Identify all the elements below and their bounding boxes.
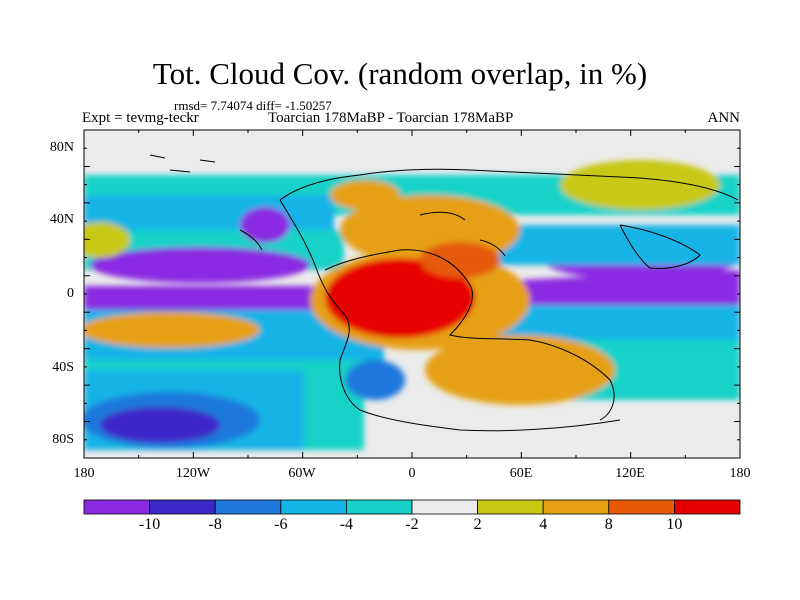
lat-tick-label: 80N <box>49 140 74 155</box>
colorbar-label: 4 <box>539 516 548 533</box>
colorbar-label: -10 <box>138 516 161 533</box>
lon-tick-label: 60W <box>288 466 316 481</box>
stats-text: rmsd= 7.74074 diff= -1.50257 <box>174 98 332 113</box>
colorbar-swatch <box>149 499 216 515</box>
subtitle: Toarcian 178MaBP - Toarcian 178MaBP <box>268 110 514 126</box>
cloud-field <box>84 130 740 458</box>
lat-tick-label: 40N <box>49 212 74 227</box>
colorbar-swatch <box>280 499 347 515</box>
colorbar-swatch <box>608 499 675 515</box>
lon-tick-label: 120E <box>615 466 645 481</box>
colorbar-label: 2 <box>473 516 482 533</box>
lat-tick-label: 40S <box>52 360 74 375</box>
colorbar-label: 10 <box>666 516 683 533</box>
colorbar-label: 8 <box>604 516 613 533</box>
experiment-label: Expt = tevmg-teckr <box>82 110 199 126</box>
lon-tick-label: 180 <box>73 466 95 481</box>
lat-tick-label: 80S <box>52 432 74 447</box>
colorbar-label: -4 <box>339 516 354 533</box>
band-equator-west <box>84 286 334 310</box>
coastlines <box>149 154 739 432</box>
warm-core <box>325 258 475 338</box>
season-label: ANN <box>707 110 741 126</box>
colorbar-label: -2 <box>405 516 419 533</box>
plot-title: Tot. Cloud Cov. (random overlap, in %) <box>152 56 648 91</box>
colorbar-swatch <box>83 499 150 515</box>
colorbar-swatch <box>674 499 741 515</box>
lon-tick-label: 0 <box>408 466 416 481</box>
lat-tick-label: 0 <box>67 286 74 301</box>
lon-tick-label: 180 <box>729 466 751 481</box>
colorbar-swatch <box>542 499 610 515</box>
lon-tick-label: 60E <box>509 466 533 481</box>
axis-ticks <box>83 129 741 459</box>
colorbar-swatch <box>214 499 282 515</box>
colorbar-swatch <box>345 499 413 515</box>
colorbar-swatch <box>411 499 478 515</box>
colorbar-label: -6 <box>274 516 288 533</box>
colorbar-label: -8 <box>208 516 222 533</box>
colorbar <box>83 499 741 515</box>
lon-tick-label: 120W <box>175 466 211 481</box>
colorbar-swatch <box>477 499 544 515</box>
